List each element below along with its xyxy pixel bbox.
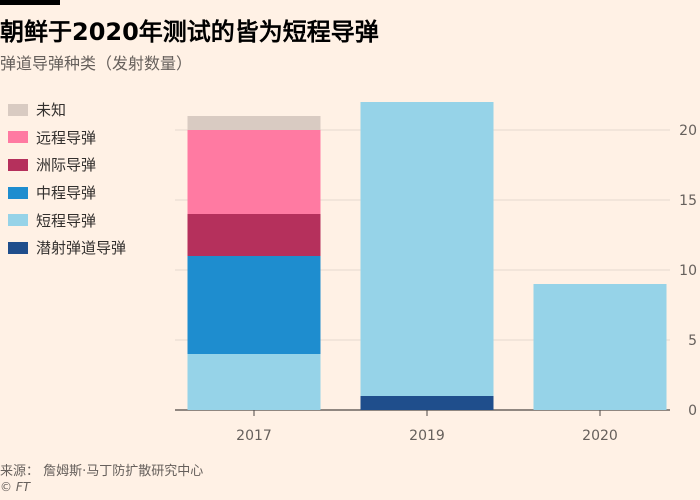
bar-segment-2017-短程导弹 [187, 354, 321, 410]
copyright: © FT [0, 480, 31, 494]
chart-title: 朝鲜于2020年测试的皆为短程导弹 [0, 18, 379, 46]
legend-item: 短程导弹 [8, 206, 126, 234]
bar-segment-2017-远程导弹 [187, 130, 321, 214]
bar-segment-2019-潜射弹道导弹 [360, 396, 494, 410]
bar-segment-2017-中程导弹 [187, 256, 321, 354]
legend-swatch [8, 241, 28, 254]
legend-label: 短程导弹 [36, 211, 97, 230]
legend-item: 洲际导弹 [8, 151, 126, 179]
stacked-bar-chart: 0 5 10 15 20 2017 2019 2020 [175, 102, 697, 444]
legend-swatch [8, 103, 28, 116]
chart-subtitle: 弹道导弹种类（发射数量） [0, 54, 193, 73]
legend-item: 潜射弹道导弹 [8, 234, 126, 262]
legend-swatch [8, 131, 28, 144]
y-tick-label: 10 [679, 263, 697, 279]
bar-segment-2017-洲际导弹 [187, 214, 321, 256]
legend-label: 洲际导弹 [36, 156, 97, 175]
legend: 未知远程导弹洲际导弹中程导弹短程导弹潜射弹道导弹 [8, 96, 126, 262]
legend-item: 远程导弹 [8, 124, 126, 152]
x-tick-label: 2020 [582, 428, 618, 444]
legend-label: 潜射弹道导弹 [36, 239, 127, 258]
y-tick-label: 5 [688, 333, 697, 349]
legend-swatch [8, 214, 28, 227]
legend-item: 未知 [8, 96, 126, 124]
bar-segment-2017-未知 [187, 116, 321, 130]
legend-label: 中程导弹 [36, 184, 97, 203]
y-tick-label: 20 [679, 123, 697, 139]
x-tick-label: 2019 [409, 428, 445, 444]
legend-label: 未知 [36, 101, 67, 120]
y-tick-label: 15 [679, 193, 697, 209]
legend-label: 远程导弹 [36, 128, 97, 147]
bar-segment-2019-短程导弹 [360, 102, 494, 396]
x-tick-label: 2017 [236, 428, 272, 444]
source-note: 来源： 詹姆斯·马丁防扩散研究中心 [0, 464, 204, 479]
legend-swatch [8, 186, 28, 199]
bar-segment-2020-短程导弹 [533, 284, 667, 410]
legend-item: 中程导弹 [8, 179, 126, 207]
legend-swatch [8, 158, 28, 171]
y-tick-label: 0 [688, 403, 697, 419]
brand-bar [0, 0, 60, 5]
